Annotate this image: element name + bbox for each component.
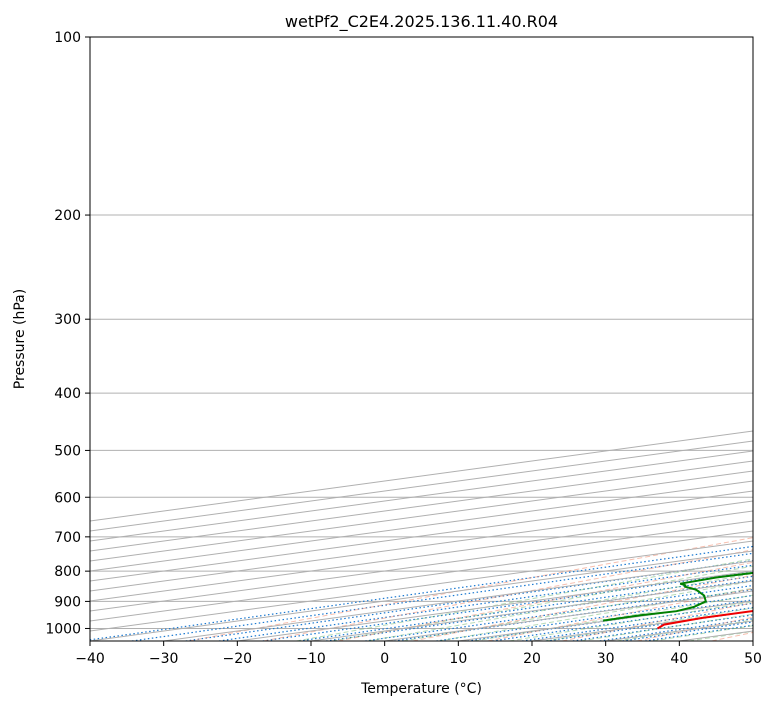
y-tick-label: 900 — [54, 594, 81, 610]
isotherm-line — [90, 470, 753, 562]
plot-frame — [89, 36, 754, 642]
isotherm-line — [90, 530, 753, 622]
x-tick-label: 30 — [597, 651, 615, 667]
y-tick-label: 700 — [54, 530, 81, 546]
mixing-ratio-line — [492, 602, 753, 641]
isotherm-lines — [90, 430, 753, 641]
isotherm-line — [90, 500, 753, 592]
x-tick-label: 0 — [380, 651, 389, 667]
chart-title: wetPf2_C2E4.2025.136.11.40.R04 — [285, 12, 558, 32]
y-tick-label: 200 — [54, 208, 81, 224]
y-tick-label: 300 — [54, 312, 81, 328]
dry-adiabat-line — [412, 574, 753, 641]
dewpoint-profile-line — [602, 571, 753, 622]
y-tick-label: 100 — [54, 30, 81, 46]
x-axis: −40 −30 −20 −10 0 10 20 30 40 50 — [75, 641, 762, 667]
plot-area: -100-90-80-70-60-50-40-30-20-10010203040… — [90, 37, 753, 641]
isotherm-line — [90, 520, 753, 612]
x-tick-label: −20 — [223, 651, 253, 667]
x-tick-label: 20 — [523, 651, 541, 667]
isotherm-line — [90, 510, 753, 602]
mixing-ratio-line — [90, 545, 753, 641]
moist-adiabats — [296, 558, 753, 641]
x-tick-label: −40 — [75, 651, 105, 667]
x-tick-label: 40 — [670, 651, 688, 667]
y-tick-label: 600 — [54, 490, 81, 506]
moist-adiabat-line — [332, 565, 753, 641]
dry-adiabat-line — [263, 549, 753, 641]
x-tick-label: −10 — [296, 651, 326, 667]
moist-adiabat-line — [403, 580, 753, 641]
isobar-grid — [90, 37, 753, 629]
x-tick-label: 50 — [744, 651, 762, 667]
isotherm-line — [90, 490, 753, 582]
mixing-ratio-line — [436, 594, 753, 641]
moist-adiabat-line — [367, 573, 753, 641]
dry-adiabats — [188, 537, 753, 641]
y-tick-label: 1000 — [45, 621, 81, 637]
isotherm-line — [90, 460, 753, 552]
y-axis: 100 200 300 400 500 600 700 800 900 1000 — [45, 30, 90, 637]
isotherm-line — [90, 480, 753, 572]
x-tick-label: −30 — [149, 651, 179, 667]
y-tick-label: 400 — [54, 386, 81, 402]
dry-adiabat-line — [487, 588, 753, 641]
y-tick-label: 500 — [54, 443, 81, 459]
x-axis-label: Temperature (°C) — [360, 681, 482, 697]
y-tick-label: 800 — [54, 564, 81, 580]
x-tick-label: 10 — [449, 651, 467, 667]
isotherm-line — [90, 450, 753, 542]
y-axis-label: Pressure (hPa) — [12, 289, 28, 389]
moist-adiabat-line — [473, 594, 753, 641]
